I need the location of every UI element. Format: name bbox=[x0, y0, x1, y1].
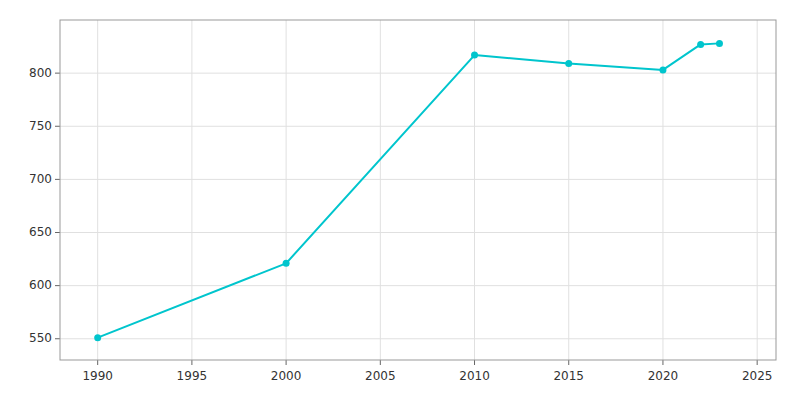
x-tick-label: 2005 bbox=[365, 369, 396, 383]
x-tick-label: 2000 bbox=[271, 369, 302, 383]
axes: 550 600 650 700 750 800 1990 1995 2000 2005 2010 20… bbox=[29, 66, 772, 383]
y-tick-label: 700 bbox=[29, 172, 52, 186]
x-tick bbox=[97, 360, 98, 365]
y-tick bbox=[55, 126, 60, 127]
x-grid-line bbox=[568, 20, 569, 360]
y-grid-line bbox=[60, 285, 776, 286]
point bbox=[283, 260, 290, 267]
point bbox=[659, 66, 666, 73]
x-tick bbox=[568, 360, 569, 365]
y-tick bbox=[55, 285, 60, 286]
y-tick-label: 600 bbox=[29, 278, 52, 292]
x-tick-label: 2010 bbox=[459, 369, 490, 383]
x-tick bbox=[474, 360, 475, 365]
x-tick-label: 2015 bbox=[553, 369, 584, 383]
y-tick bbox=[55, 232, 60, 233]
grid bbox=[60, 20, 776, 360]
x-tick bbox=[757, 360, 758, 365]
y-tick bbox=[55, 73, 60, 74]
y-grid-line bbox=[60, 73, 776, 74]
line bbox=[98, 43, 720, 337]
x-grid-line bbox=[474, 20, 475, 360]
point bbox=[716, 40, 723, 47]
y-grid-line bbox=[60, 126, 776, 127]
point bbox=[471, 52, 478, 59]
x-tick-label: 2020 bbox=[648, 369, 679, 383]
chart: 550 600 650 700 750 800 1990 1995 2000 2005 2010 20… bbox=[0, 0, 800, 400]
point bbox=[565, 60, 572, 67]
x-grid-line bbox=[380, 20, 381, 360]
x-grid-line bbox=[286, 20, 287, 360]
y-tick bbox=[55, 338, 60, 339]
y-grid-line bbox=[60, 338, 776, 339]
point bbox=[697, 41, 704, 48]
x-tick bbox=[662, 360, 663, 365]
plot-frame bbox=[60, 20, 776, 360]
x-tick bbox=[286, 360, 287, 365]
x-grid-line bbox=[757, 20, 758, 360]
x-tick bbox=[191, 360, 192, 365]
x-tick bbox=[380, 360, 381, 365]
y-tick bbox=[55, 179, 60, 180]
series bbox=[94, 40, 723, 341]
chart-container: 550 600 650 700 750 800 1990 1995 2000 2005 2010 20… bbox=[0, 0, 800, 400]
y-grid-line bbox=[60, 232, 776, 233]
y-grid-line bbox=[60, 179, 776, 180]
x-tick-label: 2025 bbox=[742, 369, 773, 383]
y-tick-label: 650 bbox=[29, 225, 52, 239]
x-tick-label: 1995 bbox=[177, 369, 208, 383]
x-grid-line bbox=[97, 20, 98, 360]
y-tick-label: 800 bbox=[29, 66, 52, 80]
x-tick-label: 1990 bbox=[82, 369, 113, 383]
y-tick-label: 550 bbox=[29, 331, 52, 345]
y-tick-label: 750 bbox=[29, 119, 52, 133]
point bbox=[94, 334, 101, 341]
x-grid-line bbox=[191, 20, 192, 360]
plot-background bbox=[60, 20, 776, 360]
